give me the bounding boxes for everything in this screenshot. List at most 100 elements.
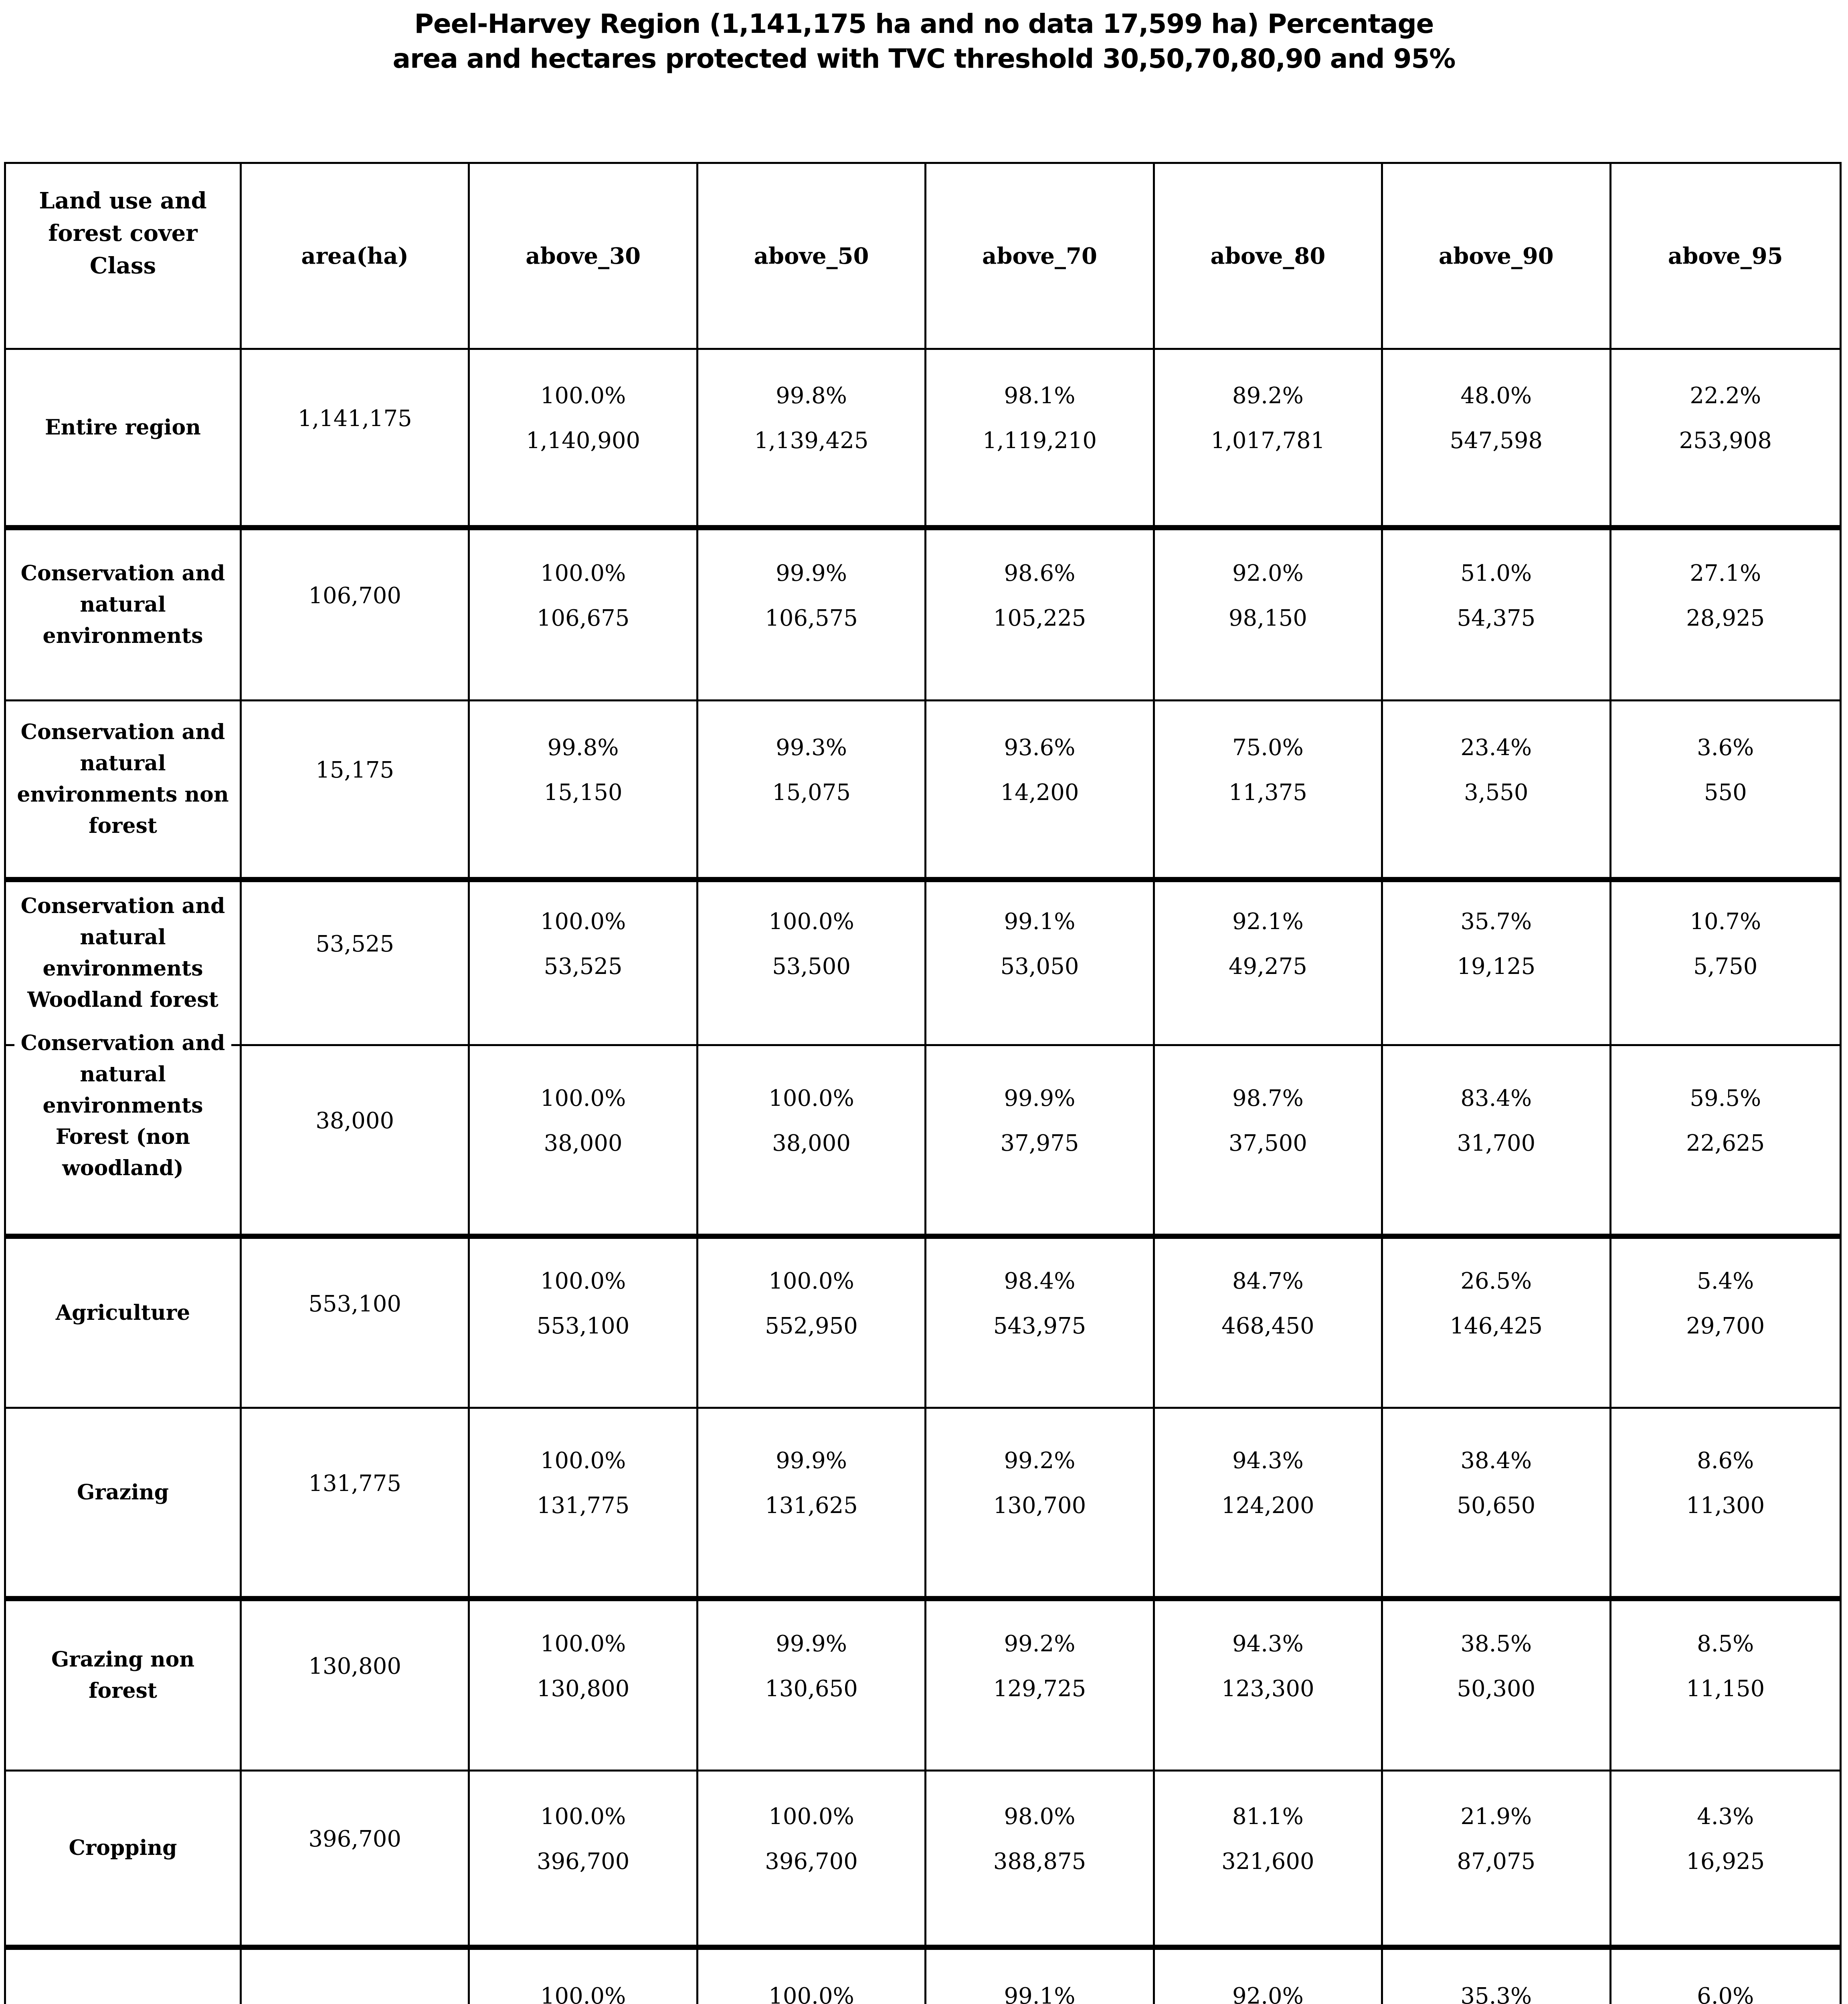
protected-percent: 100.0% (768, 1983, 854, 2004)
protected-hectares: 16,925 (1686, 1848, 1765, 1875)
protected-percent: 26.5% (1460, 1268, 1532, 1294)
protected-percent: 92.0% (1232, 560, 1304, 586)
protected-hectares: 396,700 (536, 1848, 630, 1875)
table-row: Conservation and natural environments Fo… (6, 1028, 1840, 1239)
row-label: Agriculture (55, 1300, 190, 1325)
protected-hectares: 11,375 (1228, 779, 1307, 806)
protected-percent: 100.0% (768, 908, 854, 935)
protected-percent: 99.9% (776, 1448, 847, 1474)
landuse-protection-table: Land use and forest cover Class area(ha)… (4, 162, 1842, 2004)
protected-percent: 100.0% (540, 1803, 626, 1830)
row-label: Grazing non forest (51, 1647, 195, 1703)
protected-percent: 100.0% (540, 560, 626, 586)
protected-percent: 5.4% (1697, 1268, 1754, 1294)
area-ha-value: 106,700 (308, 583, 401, 609)
protected-hectares: 53,500 (772, 953, 851, 980)
protected-hectares: 5,750 (1693, 953, 1758, 980)
protected-percent: 59.5% (1690, 1085, 1761, 1111)
area-ha-value: 396,700 (308, 1826, 401, 1852)
protected-percent: 99.2% (1004, 1630, 1076, 1657)
protected-hectares: 106,675 (536, 605, 630, 631)
protected-hectares: 552,950 (765, 1313, 858, 1339)
protected-hectares: 15,150 (544, 779, 623, 806)
protected-hectares: 131,775 (536, 1493, 630, 1519)
col-header-above-95: above_95 (1611, 164, 1840, 350)
protected-percent: 38.4% (1460, 1448, 1532, 1474)
protected-hectares: 550 (1704, 779, 1747, 806)
protected-percent: 27.1% (1690, 560, 1761, 586)
protected-hectares: 130,650 (765, 1675, 858, 1702)
col-header-above-50: above_50 (698, 164, 927, 350)
protected-percent: 75.0% (1232, 734, 1304, 761)
protected-hectares: 1,140,900 (526, 428, 641, 454)
protected-percent: 89.2% (1232, 383, 1304, 409)
protected-hectares: 131,625 (765, 1493, 858, 1519)
protected-hectares: 3,550 (1464, 779, 1529, 806)
area-ha-value: 131,775 (308, 1470, 401, 1497)
protected-hectares: 553,100 (536, 1313, 630, 1339)
protected-hectares: 130,800 (536, 1675, 630, 1702)
protected-percent: 92.0% (1232, 1983, 1304, 2004)
col-header-area: area(ha) (242, 164, 470, 350)
protected-hectares: 49,275 (1228, 953, 1307, 980)
protected-percent: 51.0% (1460, 560, 1532, 586)
protected-percent: 99.8% (547, 734, 619, 761)
protected-percent: 22.2% (1690, 383, 1761, 409)
protected-percent: 6.0% (1697, 1983, 1754, 2004)
protected-percent: 100.0% (540, 1085, 626, 1111)
area-ha-value: 15,175 (315, 757, 394, 783)
table-row: Irrigation24,625100.0%24,625100.0%24,625… (6, 1950, 1840, 2004)
protected-percent: 99.9% (776, 1630, 847, 1657)
protected-hectares: 54,375 (1457, 605, 1536, 631)
protected-hectares: 124,200 (1221, 1493, 1314, 1519)
protected-percent: 83.4% (1460, 1085, 1532, 1111)
protected-hectares: 37,500 (1228, 1130, 1307, 1156)
area-ha-value: 1,141,175 (297, 405, 412, 432)
protected-hectares: 19,125 (1457, 953, 1536, 980)
protected-hectares: 28,925 (1686, 605, 1765, 631)
protected-hectares: 11,300 (1686, 1493, 1765, 1519)
table-row: Conservation and natural environments 106… (6, 530, 1840, 701)
protected-hectares: 1,119,210 (982, 428, 1097, 454)
protected-hectares: 15,075 (772, 779, 851, 806)
protected-hectares: 106,575 (765, 605, 858, 631)
table-row: Entire region 1,141,175 100.0% 1,140,900 99.… (6, 350, 1840, 530)
protected-percent: 81.1% (1232, 1803, 1304, 1830)
protected-percent: 100.0% (768, 1268, 854, 1294)
area-ha-value: 53,525 (315, 931, 394, 957)
col-header-class: Land use and forest cover Class (39, 188, 207, 279)
protected-percent: 92.1% (1232, 908, 1304, 935)
protected-hectares: 253,908 (1679, 428, 1772, 454)
protected-hectares: 38,000 (772, 1130, 851, 1156)
protected-hectares: 396,700 (765, 1848, 858, 1875)
area-ha-value: 130,800 (308, 1653, 401, 1679)
page-title-line2: area and hectares protected with TVC thr… (392, 43, 1456, 75)
row-label: Conservation and natural environments Wo… (20, 894, 225, 1012)
protected-percent: 3.6% (1697, 734, 1754, 761)
protected-hectares: 53,525 (544, 953, 623, 980)
protected-percent: 8.6% (1697, 1448, 1754, 1474)
area-ha-value: 38,000 (315, 1108, 394, 1134)
protected-percent: 10.7% (1690, 908, 1761, 935)
protected-hectares: 50,650 (1457, 1493, 1536, 1519)
page-title: Peel-Harvey Region (1,141,175 ha and no … (0, 6, 1848, 76)
protected-percent: 4.3% (1697, 1803, 1754, 1830)
table-row: Cropping 396,700 100.0% 396,700 100.0% 396,70… (6, 1772, 1840, 1950)
protected-hectares: 98,150 (1228, 605, 1307, 631)
table-body: Entire region 1,141,175 100.0% 1,140,900 99.… (6, 350, 1840, 2004)
protected-percent: 99.1% (1004, 908, 1076, 935)
area-ha-value: 553,100 (308, 1291, 401, 1317)
protected-percent: 23.4% (1460, 734, 1532, 761)
col-header-above-80: above_80 (1154, 164, 1383, 350)
protected-percent: 100.0% (540, 908, 626, 935)
protected-hectares: 543,975 (993, 1313, 1086, 1339)
table-row: Grazing non forest 130,800 100.0% 130,800 99… (6, 1601, 1840, 1772)
protected-percent: 98.7% (1232, 1085, 1304, 1111)
protected-hectares: 38,000 (544, 1130, 623, 1156)
protected-percent: 99.3% (776, 734, 847, 761)
col-header-above-90: above_90 (1383, 164, 1611, 350)
table-row: Conservation and natural environments no… (6, 701, 1840, 882)
protected-percent: 99.9% (776, 560, 847, 586)
page-title-line1: Peel-Harvey Region (1,141,175 ha and no … (414, 8, 1434, 39)
protected-hectares: 130,700 (993, 1493, 1086, 1519)
